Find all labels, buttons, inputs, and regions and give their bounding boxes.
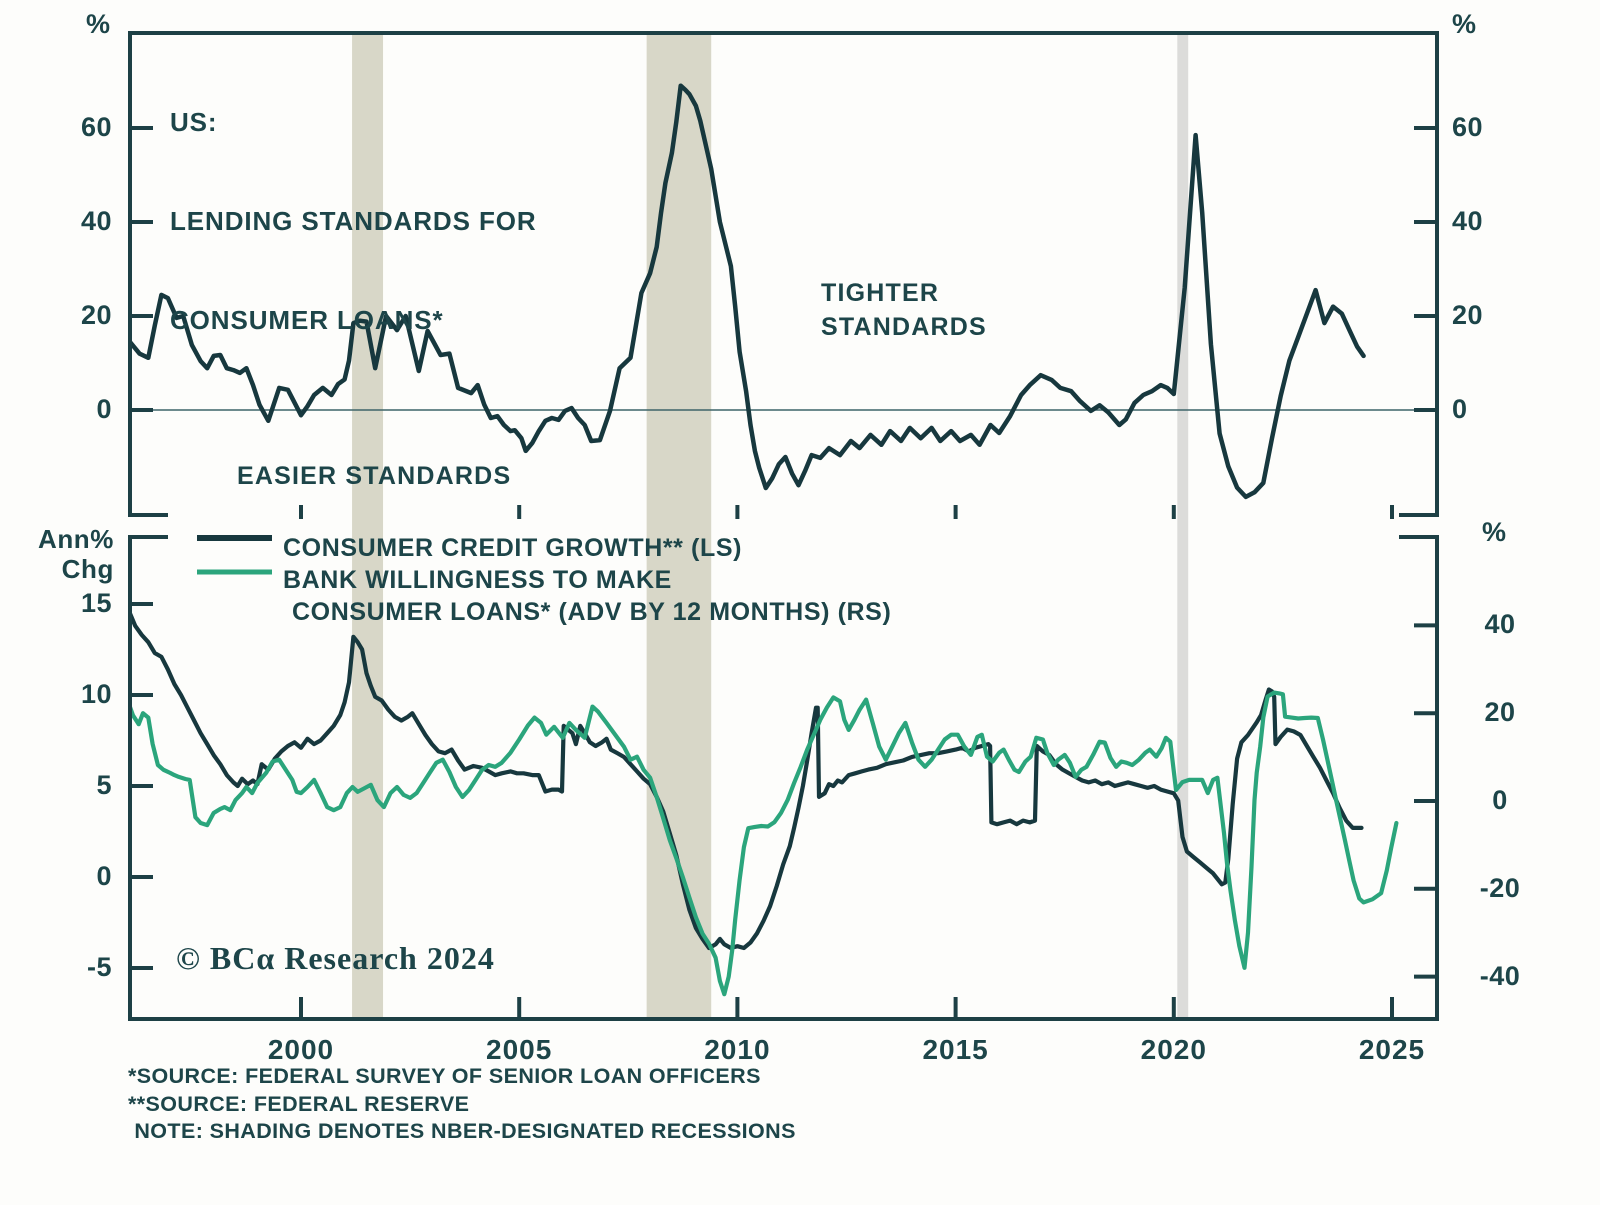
- axis-tick-label: 10: [80, 679, 112, 709]
- chart-title-line-3: CONSUMER LOANS*: [170, 305, 444, 335]
- recession-band: [352, 33, 384, 1019]
- annotation-tighter-standards: TIGHTER STANDARDS: [821, 279, 987, 341]
- axis-tick-label: -5: [86, 952, 112, 982]
- recession-band: [1177, 33, 1189, 1019]
- axis-tick-label: 15: [80, 588, 112, 618]
- axis-tick-label: 0: [1452, 394, 1468, 424]
- source-footnotes: *SOURCE: FEDERAL SURVEY OF SENIOR LOAN O…: [128, 1064, 796, 1143]
- x-axis-year-label: 2000: [267, 1034, 335, 1065]
- copyright-notice: © BCα Research 2024: [176, 940, 495, 976]
- axis-tick-label: 5: [96, 770, 112, 800]
- chart-title-line-1: US:: [170, 107, 218, 137]
- axis-tick-label: 40: [1452, 206, 1484, 236]
- axis-tick-label: 0: [1492, 785, 1508, 815]
- top-right-unit-label: %: [1452, 9, 1477, 39]
- series-lending-standards: [128, 83, 1366, 500]
- legend-item-consumer-credit-growth: CONSUMER CREDIT GROWTH** (LS): [283, 534, 743, 562]
- axis-tick-label: 20: [1452, 300, 1484, 330]
- axis-tick-label: 20: [80, 300, 112, 330]
- x-axis-year-label: 2015: [922, 1034, 989, 1065]
- x-axis-year-label: 2025: [1358, 1034, 1426, 1065]
- series-bank-willingness: [128, 690, 1399, 997]
- axis-tick-label: 0: [96, 394, 112, 424]
- axis-tick-label: 40: [1484, 609, 1516, 640]
- axis-tick-label: 20: [1484, 697, 1516, 728]
- bottom-right-unit-label: %: [1482, 517, 1507, 547]
- recession-band: [646, 33, 712, 1019]
- chart-title: US: LENDING STANDARDS FOR CONSUMER LOANS…: [170, 40, 537, 403]
- x-axis-year-label: 2010: [704, 1034, 771, 1065]
- x-axis-year-label: 2020: [1140, 1034, 1207, 1065]
- top-left-unit-label: %: [86, 9, 111, 39]
- axis-tick-label: 60: [1452, 112, 1484, 142]
- axis-tick-label: -40: [1479, 960, 1521, 991]
- axis-tick-label: -20: [1479, 872, 1521, 903]
- legend-item-bank-willingness-line-2: CONSUMER LOANS* (ADV BY 12 MONTHS) (RS): [292, 598, 892, 626]
- legend-item-bank-willingness-line-1: BANK WILLINGNESS TO MAKE: [283, 566, 672, 594]
- bottom-left-axis-label: Ann% Chg: [37, 524, 114, 584]
- series-consumer-credit-growth: [128, 609, 1364, 951]
- axis-tick-label: 40: [80, 206, 112, 236]
- axis-tick-label: 0: [96, 861, 112, 891]
- chart-title-line-2: LENDING STANDARDS FOR: [170, 206, 537, 236]
- axis-tick-label: 60: [80, 112, 112, 142]
- x-axis-year-label: 2005: [486, 1034, 553, 1065]
- annotation-easier-standards: EASIER STANDARDS: [237, 462, 512, 490]
